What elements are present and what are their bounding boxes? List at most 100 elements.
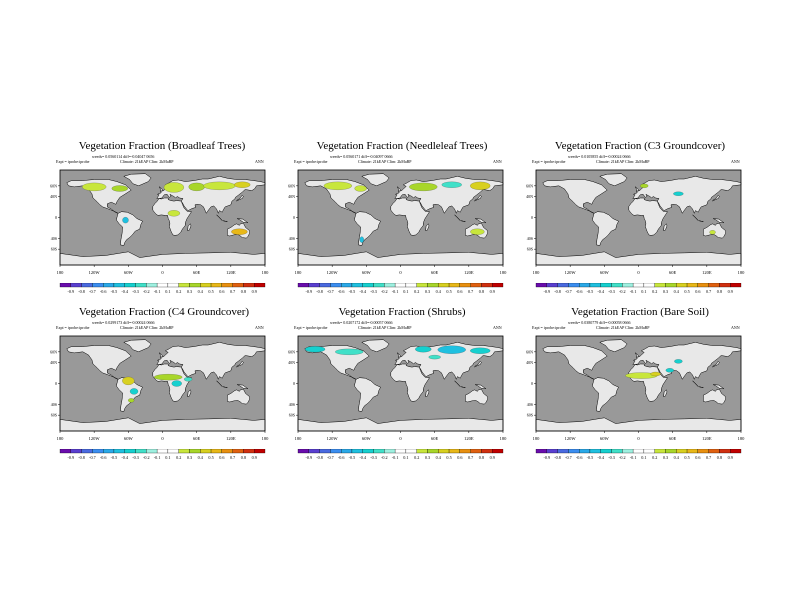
colorbar-swatch bbox=[405, 449, 417, 454]
y-tick-label: 60S bbox=[527, 413, 533, 418]
colorbar-label: -0.8 bbox=[554, 455, 561, 460]
y-tick-label: 60N bbox=[50, 183, 57, 188]
x-tick-label: 180 bbox=[57, 436, 65, 441]
colorbar-swatch bbox=[341, 449, 353, 454]
anomaly-region bbox=[82, 182, 107, 191]
x-tick-label: 120W bbox=[565, 436, 577, 441]
land-mass bbox=[599, 173, 628, 187]
land-mass bbox=[634, 186, 640, 192]
land-mass bbox=[634, 352, 640, 358]
colorbar-label: 0.1 bbox=[403, 289, 408, 294]
colorbar-swatch bbox=[189, 283, 201, 288]
panel-climates: Climate: 21kEAP Clim: 2kMaBP bbox=[358, 325, 412, 330]
colorbar-swatch bbox=[167, 283, 179, 288]
colorbar-swatch bbox=[210, 283, 222, 288]
colorbar-swatch bbox=[568, 283, 580, 288]
x-tick-label: 60E bbox=[193, 436, 201, 441]
x-tick-label: 120W bbox=[565, 270, 577, 275]
colorbar-label: -0.9 bbox=[305, 289, 312, 294]
x-tick-label: 60E bbox=[431, 270, 439, 275]
colorbar-swatch bbox=[470, 449, 482, 454]
colorbar-swatch bbox=[92, 283, 104, 288]
colorbar-label: 0.1 bbox=[403, 455, 408, 460]
colorbar: -0.9 -0.8 -0.7 -0.6 -0.5 -0.4 -0.3 -0.2 -0.1 0.1 0… bbox=[535, 283, 742, 294]
panel-weights: weeds= 0.0560114 diff=-0.04047 0656 bbox=[92, 154, 155, 159]
panel-title: Vegetation Fraction (C4 Groundcover) bbox=[78, 306, 250, 318]
land-mass bbox=[304, 179, 370, 214]
land-mass bbox=[158, 186, 164, 192]
colorbar-label: -0.7 bbox=[327, 289, 334, 294]
anomaly-region bbox=[129, 388, 139, 395]
land-mass bbox=[542, 179, 608, 214]
panel-expt: Expt = iprobe:iprobe bbox=[294, 159, 328, 164]
colorbar-label: 0.1 bbox=[641, 455, 646, 460]
colorbar-swatch bbox=[232, 449, 244, 454]
panel-climates: Climate: 21kEAP Clim: 2kMaBP bbox=[120, 159, 174, 164]
colorbar-swatch bbox=[351, 283, 363, 288]
colorbar-swatch bbox=[362, 449, 374, 454]
y-tick-label: 40N bbox=[50, 194, 57, 199]
anomaly-region bbox=[665, 368, 674, 373]
colorbar-label: 0.7 bbox=[468, 455, 473, 460]
colorbar-label: -0.2 bbox=[381, 455, 388, 460]
colorbar-label: -0.1 bbox=[154, 455, 161, 460]
colorbar: -0.9 -0.8 -0.7 -0.6 -0.5 -0.4 -0.3 -0.2 -0.1 0.1 0… bbox=[297, 283, 504, 294]
panel-c4: Vegetation Fraction (C4 Groundcover) wee… bbox=[50, 306, 275, 460]
panel-expt: Expt = iprobe:iprobe bbox=[532, 325, 566, 330]
map: 180 120W 60W 0 60E 120E 180 60N 40N 0 40S 60S bbox=[288, 335, 508, 441]
anomaly-region bbox=[203, 181, 236, 190]
anomaly-region bbox=[122, 217, 129, 224]
colorbar-label: -0.3 bbox=[608, 455, 615, 460]
colorbar-swatch bbox=[622, 283, 634, 288]
colorbar-swatch bbox=[156, 449, 169, 454]
land-mass bbox=[592, 377, 619, 412]
land-mass bbox=[216, 214, 223, 221]
colorbar-swatch bbox=[719, 449, 731, 454]
colorbar-label: 0.6 bbox=[695, 455, 700, 460]
y-tick-label: 40N bbox=[526, 360, 533, 365]
x-tick-label: 60W bbox=[600, 436, 610, 441]
colorbar-swatch bbox=[384, 449, 396, 454]
colorbar-label: 0.4 bbox=[674, 289, 680, 294]
colorbar-label: 0.5 bbox=[208, 455, 213, 460]
colorbar-swatch bbox=[665, 283, 677, 288]
x-tick-label: 120W bbox=[89, 436, 101, 441]
land-mass bbox=[473, 360, 482, 368]
colorbar-swatch bbox=[589, 283, 601, 288]
colorbar-swatch bbox=[124, 449, 136, 454]
land-mass bbox=[698, 386, 704, 388]
panel-baresoil: Vegetation Fraction (Bare Soil) weeds= 0… bbox=[526, 306, 751, 460]
land-mass bbox=[235, 194, 244, 202]
panel-title: Vegetation Fraction (Shrubs) bbox=[338, 306, 466, 318]
colorbar-swatch bbox=[416, 449, 428, 454]
y-tick-label: 40S bbox=[289, 236, 295, 241]
colorbar-label: 0.5 bbox=[446, 289, 451, 294]
colorbar-label: 0.9 bbox=[728, 455, 733, 460]
colorbar-label: 0.2 bbox=[652, 455, 657, 460]
x-tick-label: 120W bbox=[327, 436, 339, 441]
y-tick-label: 0 bbox=[531, 215, 533, 220]
anomaly-region bbox=[428, 355, 441, 360]
colorbar-swatch bbox=[373, 449, 385, 454]
colorbar-swatch bbox=[654, 449, 666, 454]
colorbar-swatch bbox=[81, 283, 93, 288]
y-tick-label: 40N bbox=[50, 360, 57, 365]
x-tick-label: 180 bbox=[500, 436, 508, 441]
colorbar-swatch bbox=[600, 449, 612, 454]
colorbar-swatch bbox=[546, 449, 558, 454]
x-tick-label: 180 bbox=[533, 436, 541, 441]
colorbar-swatch bbox=[92, 449, 104, 454]
anomaly-region bbox=[441, 181, 462, 188]
colorbar-label: 0.4 bbox=[436, 455, 442, 460]
panel-title: Vegetation Fraction (Bare Soil) bbox=[571, 306, 709, 318]
land-mass bbox=[473, 194, 482, 202]
colorbar-label: -0.1 bbox=[630, 455, 637, 460]
land-mass bbox=[152, 197, 192, 236]
colorbar-label: 0.2 bbox=[176, 455, 181, 460]
x-tick-label: 120E bbox=[226, 436, 236, 441]
colorbar-label: -0.8 bbox=[78, 289, 85, 294]
land-mass bbox=[713, 384, 725, 390]
land-mass bbox=[542, 345, 608, 380]
x-tick-label: 180 bbox=[57, 270, 65, 275]
land-mass bbox=[425, 389, 430, 398]
